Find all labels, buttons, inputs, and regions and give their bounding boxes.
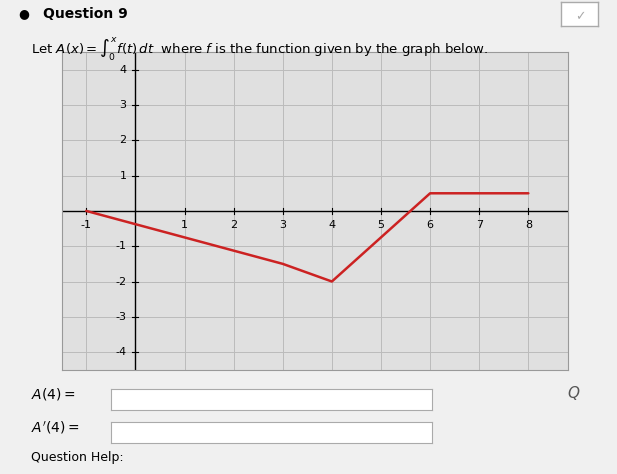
- Text: $A(4) =$: $A(4) =$: [31, 386, 75, 402]
- Text: 3: 3: [280, 220, 286, 230]
- Text: 3: 3: [120, 100, 126, 110]
- Text: 2: 2: [120, 136, 126, 146]
- Text: 1: 1: [181, 220, 188, 230]
- Text: Question Help:: Question Help:: [31, 451, 123, 464]
- Text: Question 9: Question 9: [43, 7, 128, 21]
- Text: 4: 4: [120, 65, 126, 75]
- Text: $A'(4) =$: $A'(4) =$: [31, 419, 80, 436]
- Text: -1: -1: [115, 241, 126, 251]
- Text: 5: 5: [378, 220, 384, 230]
- Text: 7: 7: [476, 220, 482, 230]
- Text: ✓: ✓: [574, 10, 586, 23]
- Text: -4: -4: [115, 347, 126, 357]
- Text: 4: 4: [328, 220, 336, 230]
- Text: 6: 6: [426, 220, 434, 230]
- Text: -1: -1: [81, 220, 92, 230]
- Text: ●: ●: [19, 7, 30, 20]
- Text: 1: 1: [120, 171, 126, 181]
- Text: -2: -2: [115, 276, 126, 286]
- Text: 8: 8: [525, 220, 532, 230]
- Text: -3: -3: [115, 312, 126, 322]
- Text: Q: Q: [568, 386, 579, 401]
- Text: Let $A(x) = \int_0^x f(t)\,dt$  where $f$ is the function given by the graph bel: Let $A(x) = \int_0^x f(t)\,dt$ where $f$…: [31, 36, 488, 63]
- Text: 2: 2: [230, 220, 237, 230]
